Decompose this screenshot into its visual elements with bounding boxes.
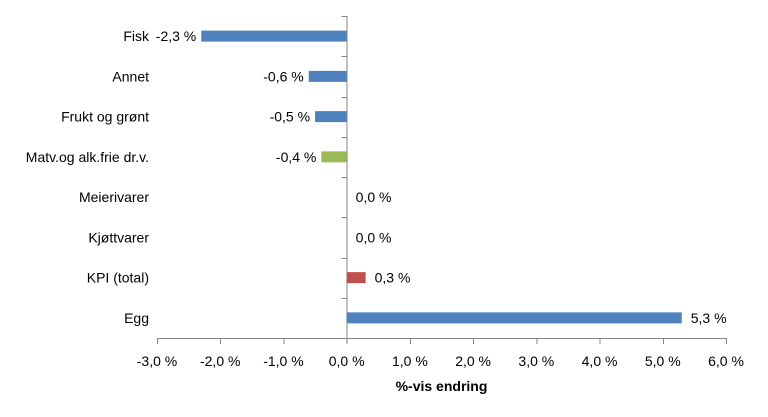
category-labels: Fisk Annet Frukt og grønt Matv.og alk.frie … — [26, 28, 150, 326]
bar — [321, 151, 347, 163]
category-label: Fisk — [123, 28, 150, 44]
category-label: Frukt og grønt — [61, 109, 149, 125]
x-tick-label: 0,0 % — [329, 353, 365, 369]
category-label: KPI (total) — [87, 270, 149, 286]
category-label: Egg — [124, 310, 149, 326]
x-tick-label: -3,0 % — [137, 353, 177, 369]
data-label: -2,3 % — [156, 28, 196, 44]
x-tick-label: 2,0 % — [455, 353, 491, 369]
data-label: 5,3 % — [691, 310, 727, 326]
data-label: 0,3 % — [375, 270, 411, 286]
x-tick-label: 6,0 % — [708, 353, 744, 369]
category-label: Meierivarer — [79, 189, 149, 205]
category-label: Kjøttvarer — [88, 229, 149, 245]
category-label: Matv.og alk.frie dr.v. — [26, 149, 149, 165]
bar — [201, 30, 347, 42]
data-label: -0,4 % — [276, 149, 316, 165]
x-tick-label: 5,0 % — [645, 353, 681, 369]
data-label: 0,0 % — [356, 189, 392, 205]
bars-layer — [201, 30, 682, 324]
x-axis-title: %-vis endring — [396, 378, 488, 394]
x-tick-label: -1,0 % — [263, 353, 303, 369]
x-tick-label: 3,0 % — [518, 353, 554, 369]
x-tick-labels: -3,0 % -2,0 % -1,0 % 0,0 % 1,0 % 2,0 % 3,0 % 4,… — [137, 353, 744, 369]
category-tick-marks — [341, 16, 348, 339]
bar — [315, 111, 347, 123]
bar — [346, 272, 366, 284]
x-tick-label: -2,0 % — [200, 353, 240, 369]
data-label: -0,6 % — [263, 68, 303, 84]
bar — [346, 312, 682, 324]
category-label: Annet — [112, 68, 149, 84]
data-label: -0,5 % — [270, 109, 310, 125]
data-label: 0,0 % — [356, 229, 392, 245]
axis-layer — [157, 16, 727, 344]
data-labels: -2,3 % -0,6 % -0,5 % -0,4 % 0,0 % 0,0 % 0,3 % 5… — [156, 28, 727, 326]
x-tick-label: 4,0 % — [582, 353, 618, 369]
x-tick-label: 1,0 % — [392, 353, 428, 369]
bar — [308, 70, 347, 82]
